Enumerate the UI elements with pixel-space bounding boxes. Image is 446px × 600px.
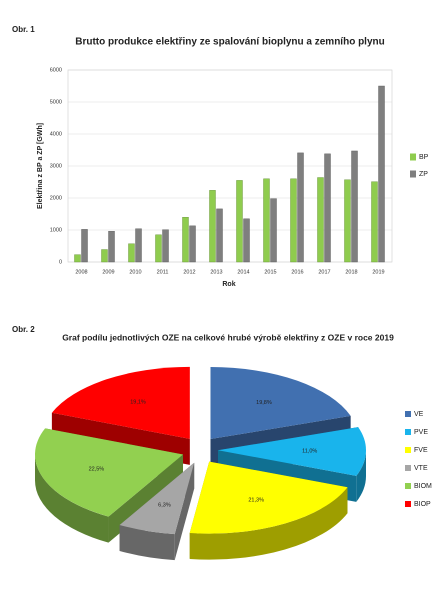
legend-label: PVE: [414, 429, 428, 436]
legend-swatch: [405, 429, 411, 435]
x-tick-label: 2013: [210, 269, 222, 275]
bar: [135, 228, 142, 263]
bar: [189, 225, 196, 263]
bar: [297, 152, 304, 263]
x-axis-title: Rok: [222, 281, 235, 288]
x-tick-label: 2018: [345, 269, 357, 275]
bar: [108, 231, 115, 263]
y-tick-label: 4000: [50, 131, 62, 137]
pie-slice: [217, 427, 366, 476]
y-tick-label: 2000: [50, 195, 62, 201]
pie-slice: [189, 461, 348, 534]
pie-slice: [51, 366, 190, 439]
value-label: 19,1%: [130, 399, 146, 405]
bar: [351, 150, 358, 263]
bar: [155, 234, 162, 263]
y-tick-label: 5000: [50, 99, 62, 105]
bar: [371, 181, 378, 263]
bar: [270, 198, 277, 263]
legend-label: BIOM: [414, 483, 432, 490]
chart-title: Brutto produkce elektřiny ze spalování b…: [75, 37, 385, 48]
pie-slice: [119, 462, 195, 535]
pie-slice: [210, 367, 351, 440]
y-tick-label: 1000: [50, 227, 62, 233]
figure-label: Obr. 2: [12, 325, 35, 334]
pie-slice: [35, 428, 184, 517]
y-tick-label: 0: [59, 259, 62, 265]
value-label: 22,5%: [89, 467, 105, 473]
x-tick-label: 2009: [102, 269, 114, 275]
x-tick-label: 2015: [264, 269, 276, 275]
bar: [378, 85, 385, 263]
x-tick-label: 2010: [129, 269, 141, 275]
slice-side: [189, 487, 348, 560]
value-label: 11,0%: [302, 449, 317, 455]
legend-label: ZP: [419, 171, 428, 178]
bar: [81, 229, 88, 263]
legend-swatch: [405, 465, 411, 471]
bar: [74, 254, 81, 263]
legend-label: VE: [414, 411, 424, 418]
x-tick-label: 2016: [291, 269, 303, 275]
legend-swatch: [405, 447, 411, 453]
bar: [317, 177, 324, 263]
bar: [236, 180, 243, 263]
bar: [182, 216, 189, 263]
chart-title: Graf podílu jednotlivých OZE na celkové …: [62, 332, 394, 342]
y-axis-title: Elektřina z BP a ZP [GWh]: [37, 123, 44, 209]
legend-label: BP: [419, 154, 429, 161]
value-label: 21,3%: [248, 497, 264, 503]
slice-side: [356, 450, 366, 502]
bar: [162, 229, 169, 263]
y-tick-label: 3000: [50, 163, 62, 169]
x-tick-label: 2019: [372, 269, 384, 275]
legend-swatch: [405, 411, 411, 417]
bar: [216, 208, 223, 263]
legend-swatch: [410, 153, 416, 161]
bar: [263, 178, 270, 263]
bar: [101, 249, 108, 263]
legend-label: FVE: [414, 447, 428, 454]
x-tick-label: 2017: [318, 269, 330, 275]
legend-swatch: [405, 501, 411, 507]
slice-side: [119, 524, 175, 561]
y-tick-label: 6000: [50, 67, 62, 73]
slice-side: [35, 454, 109, 543]
legend-label: VTE: [414, 465, 428, 472]
bar: [344, 179, 351, 263]
value-label: 6,3%: [158, 502, 171, 508]
value-label: 19,8%: [256, 400, 272, 406]
x-tick-label: 2014: [237, 269, 249, 275]
figure-label: Obr. 1: [12, 25, 35, 34]
bar: [324, 153, 331, 263]
bar: [290, 178, 297, 263]
x-tick-label: 2011: [157, 269, 169, 275]
bar: [128, 243, 135, 263]
x-tick-label: 2012: [183, 269, 195, 275]
legend-label: BIOP: [414, 501, 431, 508]
legend-swatch: [405, 483, 411, 489]
x-tick-label: 2008: [75, 269, 87, 275]
bar: [243, 218, 250, 263]
legend-swatch: [410, 170, 416, 178]
bar: [209, 190, 216, 263]
